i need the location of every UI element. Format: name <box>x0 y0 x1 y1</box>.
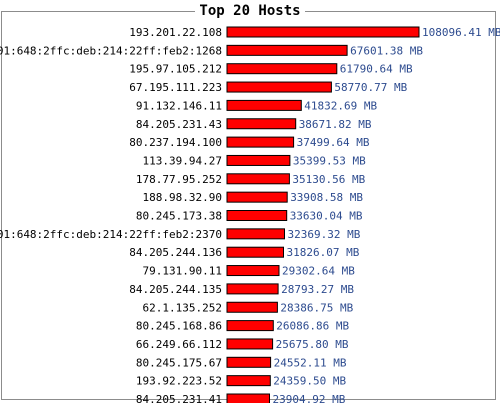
host-label: 113.39.94.27 <box>143 154 222 167</box>
host-label: 79.131.90.11 <box>143 265 222 278</box>
value-label: 23904.92 MB <box>273 393 346 403</box>
value-label: 41832.69 MB <box>304 99 377 112</box>
bar <box>226 26 420 38</box>
value-label: 25675.80 MB <box>276 338 349 351</box>
host-label: 80.245.175.67 <box>136 356 222 369</box>
bar <box>226 99 302 111</box>
chart-title: Top 20 Hosts <box>195 3 305 19</box>
bar <box>226 265 280 277</box>
bar <box>226 356 272 368</box>
bar <box>226 375 271 387</box>
host-label: 66.249.66.112 <box>136 338 222 351</box>
bar <box>226 301 278 313</box>
host-label: 80.237.194.100 <box>129 136 222 149</box>
bar <box>226 44 348 56</box>
host-label: 84.205.244.135 <box>129 283 222 296</box>
value-label: 31826.07 MB <box>287 246 360 259</box>
host-label: 193.201.22.108 <box>129 26 222 39</box>
value-label: 24552.11 MB <box>274 356 347 369</box>
bar <box>226 81 332 93</box>
value-label: 33908.58 MB <box>290 191 363 204</box>
bar <box>226 118 297 130</box>
host-label: 178.77.95.252 <box>136 173 222 186</box>
host-label: 84.205.231.43 <box>136 118 222 131</box>
bar <box>226 228 285 240</box>
value-label: 35130.56 MB <box>292 173 365 186</box>
bar <box>226 338 274 350</box>
host-label: 84.205.231.41 <box>136 393 222 403</box>
value-label: 61790.64 MB <box>340 63 413 76</box>
value-label: 28793.27 MB <box>281 283 354 296</box>
bar <box>226 154 291 166</box>
bar <box>226 283 279 295</box>
value-label: 29302.64 MB <box>282 265 355 278</box>
value-label: 67601.38 MB <box>350 44 423 57</box>
bar <box>226 246 284 258</box>
bar <box>226 210 288 221</box>
host-label: 80.245.173.38 <box>136 210 222 223</box>
host-label: 67.195.111.223 <box>129 81 222 94</box>
chart-title-wrap: Top 20 Hosts <box>0 3 500 19</box>
bar <box>226 393 270 403</box>
host-label: 188.98.32.90 <box>143 191 222 204</box>
host-label: 80.245.168.86 <box>136 320 222 333</box>
host-label: 91.132.146.11 <box>136 99 222 112</box>
value-label: 37499.64 MB <box>297 136 370 149</box>
value-label: 32369.32 MB <box>288 228 361 241</box>
host-label: 195.97.105.212 <box>129 63 222 76</box>
bar <box>226 173 290 185</box>
host-label: 2001:648:2ffc:deb:214:22ff:feb2:2370 <box>0 228 222 241</box>
value-label: 26086.86 MB <box>276 320 349 333</box>
bar <box>226 191 288 203</box>
host-label: 84.205.244.136 <box>129 246 222 259</box>
bar <box>226 136 295 148</box>
host-label: 62.1.135.252 <box>143 301 222 314</box>
value-label: 33630.04 MB <box>290 210 363 223</box>
value-label: 24359.50 MB <box>273 375 346 388</box>
value-label: 35399.53 MB <box>293 154 366 167</box>
value-label: 38671.82 MB <box>299 118 372 131</box>
value-label: 58770.77 MB <box>334 81 407 94</box>
value-label: 108096.41 MB <box>422 26 500 39</box>
bar <box>226 63 338 75</box>
value-label: 28386.75 MB <box>280 301 353 314</box>
host-label: 2001:648:2ffc:deb:214:22ff:feb2:1268 <box>0 44 222 57</box>
bar <box>226 320 274 332</box>
host-label: 193.92.223.52 <box>136 375 222 388</box>
